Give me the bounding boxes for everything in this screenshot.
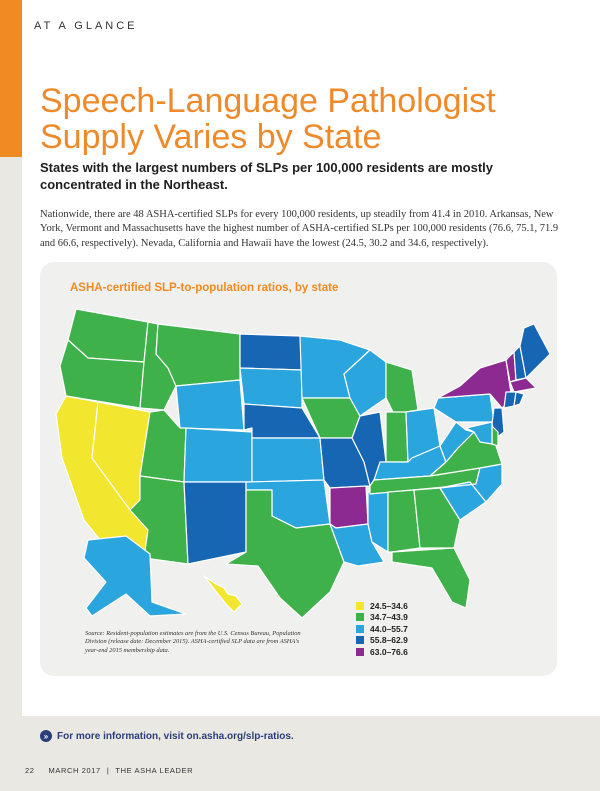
more-info-link[interactable]: » For more information, visit on.asha.or… [40, 730, 294, 742]
state-mi [385, 361, 419, 415]
legend-swatch [356, 613, 364, 622]
state-ks [251, 437, 325, 483]
issue-date: MARCH 2017 [48, 766, 101, 775]
page-footer: 22 MARCH 2017 | THE ASHA LEADER [25, 766, 193, 775]
map-legend: 24.5–34.6 34.7–43.9 44.0–55.7 55.8–62.9 63.0… [356, 600, 408, 658]
orange-accent-bar [0, 0, 22, 157]
state-la [329, 523, 385, 567]
state-ak [83, 535, 187, 617]
section-label: AT A GLANCE [34, 20, 138, 32]
legend-label: 34.7–43.9 [370, 612, 408, 623]
state-sd [239, 367, 303, 409]
legend-item: 55.8–62.9 [356, 635, 408, 647]
legend-item: 34.7–43.9 [356, 612, 408, 624]
legend-swatch [356, 647, 364, 656]
state-co [183, 427, 253, 483]
map-card: ASHA-certified SLP-to-population ratios,… [40, 262, 557, 676]
legend-label: 44.0–55.7 [370, 623, 408, 634]
state-me [519, 323, 551, 379]
legend-label: 24.5–34.6 [370, 600, 408, 611]
state-ny [437, 359, 513, 409]
state-nd [239, 333, 303, 371]
page-title: Speech-Language Pathologist Supply Varie… [40, 82, 580, 156]
title-line-1: Speech-Language Pathologist [40, 82, 496, 120]
subheading: States with the largest numbers of SLPs … [40, 160, 494, 192]
legend-swatch [356, 601, 364, 610]
state-pa [433, 393, 495, 423]
title-line-2: Supply Varies by State [40, 117, 382, 156]
state-tx [225, 489, 345, 619]
state-nm [183, 481, 247, 565]
legend-item: 63.0–76.6 [356, 646, 408, 658]
legend-swatch [356, 624, 364, 633]
legend-item: 24.5–34.6 [356, 600, 408, 612]
state-md [465, 421, 493, 445]
state-in [385, 411, 409, 463]
state-al [387, 489, 421, 553]
state-ri [513, 391, 525, 407]
source-note: Source: Resident-population estimates ar… [85, 630, 301, 654]
state-ma [509, 377, 537, 393]
legend-label: 55.8–62.9 [370, 635, 408, 646]
legend-label: 63.0–76.6 [370, 646, 408, 657]
publication-name: THE ASHA LEADER [115, 766, 194, 775]
legend-item: 44.0–55.7 [356, 623, 408, 635]
map-title: ASHA-certified SLP-to-population ratios,… [70, 282, 339, 294]
state-ar [329, 485, 369, 529]
legend-swatch [356, 636, 364, 645]
page-number: 22 [25, 766, 35, 775]
state-fl [391, 547, 471, 609]
state-hi [203, 575, 243, 613]
more-info-text: For more information, visit on.asha.org/… [57, 730, 294, 742]
state-wy [175, 379, 245, 431]
double-chevron-icon: » [40, 730, 52, 742]
state-ga [413, 487, 461, 549]
us-map [55, 308, 551, 619]
footer-separator: | [106, 766, 110, 775]
body-paragraph: Nationwide, there are 48 ASHA-certified … [40, 209, 559, 249]
